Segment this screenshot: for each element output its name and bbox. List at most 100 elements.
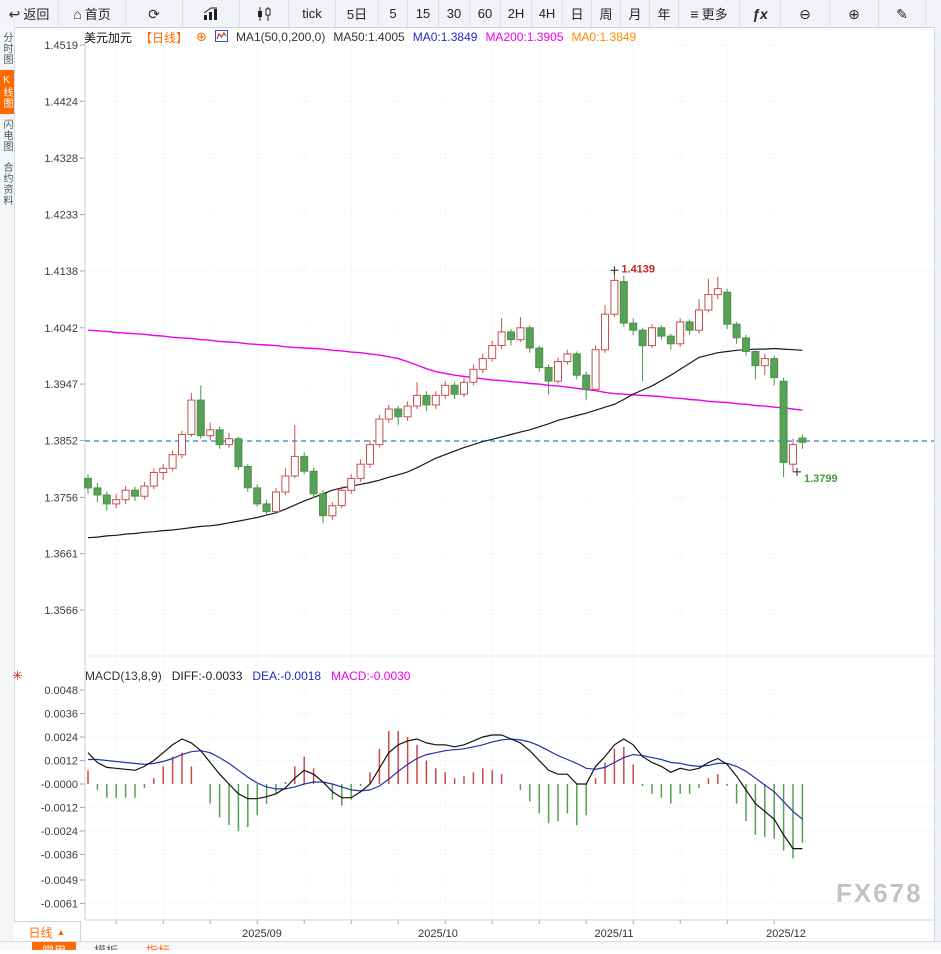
toolbar-button-year[interactable]: 年 — [650, 0, 679, 27]
sidebar-item-0[interactable]: 分时图 — [1, 32, 12, 65]
macd-macd-value: MACD:-0.0030 — [331, 669, 411, 683]
chart-canvas[interactable]: 1.4519 1.4424 1.4328 1.4233 1.4138 1.4042 1.39… — [0, 27, 941, 949]
ma0-blue-value: MA0:1.3849 — [412, 30, 478, 44]
ma50-value: MA50:1.4005 — [333, 30, 405, 44]
bottom-tab-1[interactable]: 模板 — [84, 942, 128, 950]
toolbar-button-h2[interactable]: 2H — [501, 0, 532, 27]
toolbar-button-zoom-in[interactable]: ⊕ — [830, 0, 879, 27]
toolbar-button-bar-chart-type[interactable] — [183, 0, 240, 27]
toolbar-button-label: 月 — [628, 7, 642, 22]
toolbar-button-back[interactable]: ↩ 返回 — [0, 0, 59, 27]
macd-header: MACD(13,8,9) DIFF:-0.0033 DEA:-0.0018 MA… — [85, 669, 410, 683]
svg-text:-0.0024: -0.0024 — [41, 826, 78, 838]
back-arrow-icon: ↩ — [8, 5, 21, 22]
toolbar-button-shapes[interactable]: △ — [926, 0, 941, 27]
svg-text:1.3661: 1.3661 — [44, 549, 78, 561]
chart-type-sidebar: 分时图 K线图闪电图合约资料 — [0, 27, 15, 941]
svg-text:-0.0061: -0.0061 — [41, 899, 78, 911]
toolbar-button-5d[interactable]: 5日 — [336, 0, 379, 27]
toolbar-button-month[interactable]: 月 — [621, 0, 650, 27]
x-axis-label: 2025/11 — [595, 928, 634, 940]
toolbar-button-h4[interactable]: 4H — [532, 0, 563, 27]
x-axis-label: 2025/12 — [766, 928, 806, 940]
macd-diff-line — [87, 734, 803, 850]
chevron-up-icon: ▲ — [56, 927, 66, 937]
bar-chart-icon — [203, 7, 217, 20]
chart-header: 美元加元 【日线】 ⊕ MA1(50,0,200,0) MA50:1.4005 M… — [84, 29, 636, 45]
high-annotation: 1.4139 — [610, 263, 655, 275]
toolbar-button-m15[interactable]: 15 — [408, 0, 439, 27]
toolbar-button-day[interactable]: 日 — [563, 0, 592, 27]
bottom-tab-bar: 常用模板指标 — [0, 941, 941, 950]
svg-text:0.0048: 0.0048 — [44, 685, 78, 697]
right-scrollbar[interactable] — [934, 27, 941, 941]
svg-text:1.4424: 1.4424 — [44, 96, 78, 108]
ma200-value: MA200:1.3905 — [485, 30, 564, 44]
macd-dea-value: DEA:-0.0018 — [252, 669, 322, 683]
low-annotation: 1.3799 — [793, 467, 838, 485]
svg-text:0.0036: 0.0036 — [44, 709, 78, 721]
svg-text:0.0024: 0.0024 — [44, 732, 78, 744]
svg-text:1.4138: 1.4138 — [44, 266, 78, 278]
period-selector[interactable]: 日线 ▲ — [14, 921, 81, 943]
ma50-line — [87, 347, 803, 539]
macd-params: MACD(13,8,9) — [85, 669, 162, 683]
toolbar-button-week[interactable]: 周 — [592, 0, 621, 27]
toolbar-button-m5[interactable]: 5 — [379, 0, 408, 27]
toolbar-button-m30[interactable]: 30 — [439, 0, 470, 27]
refresh-icon: ⟳ — [148, 5, 160, 22]
sidebar-item-1[interactable]: K线图 — [0, 70, 14, 114]
menu-icon: ≡ — [690, 5, 699, 22]
x-axis-label: 2025/09 — [242, 928, 282, 940]
toolbar-button-zoom-out[interactable]: ⊖ — [781, 0, 830, 27]
toolbar-button-label: 4H — [538, 6, 556, 21]
toolbar-button-label: 首页 — [84, 7, 111, 22]
toolbar-button-m60[interactable]: 60 — [470, 0, 501, 27]
macd-dea-line — [88, 738, 803, 820]
toolbar-button-fx[interactable]: ƒx — [740, 0, 781, 27]
ma-indicator-icon — [214, 29, 228, 45]
toolbar-button-label: 2H — [507, 6, 525, 21]
svg-text:1.4042: 1.4042 — [44, 323, 78, 335]
toolbar-button-label: 返回 — [23, 7, 50, 22]
macd-histogram — [87, 731, 804, 859]
add-compare-icon[interactable]: ⊕ — [196, 29, 207, 44]
sidebar-item-3[interactable]: 合约资料 — [1, 162, 12, 206]
toolbar-button-label: 更多 — [701, 7, 728, 22]
svg-text:-0.0036: -0.0036 — [41, 850, 78, 862]
toolbar-button-candle-chart-type[interactable] — [240, 0, 289, 27]
svg-text:1.4519: 1.4519 — [44, 40, 78, 52]
period-label: 【日线】 — [140, 30, 189, 45]
ma200-line — [87, 329, 803, 411]
svg-text:1.3852: 1.3852 — [44, 435, 78, 447]
toolbar-button-home[interactable]: ⌂ 首页 — [59, 0, 126, 27]
svg-text:1.3947: 1.3947 — [44, 379, 78, 391]
toolbar-button-label: 5日 — [346, 7, 368, 22]
toolbar-button-refresh[interactable]: ⟳ — [126, 0, 183, 27]
toolbar-button-draw[interactable]: ✎ — [879, 0, 926, 27]
pencil-icon: ✎ — [896, 5, 908, 22]
home-icon: ⌂ — [73, 5, 82, 22]
fx-functions-icon: ƒx — [752, 5, 768, 22]
macd-diff-value: DIFF:-0.0033 — [171, 669, 243, 683]
macd-settings-icon[interactable]: ✳ — [12, 668, 23, 683]
svg-text:-0.0049: -0.0049 — [41, 875, 78, 887]
watermark: FX678 — [836, 878, 923, 908]
toolbar-button-more[interactable]: ≡ 更多 — [679, 0, 740, 27]
toolbar-button-label: 年 — [657, 7, 671, 22]
bottom-tab-0[interactable]: 常用 — [32, 942, 77, 950]
zoom-out-icon: ⊖ — [799, 5, 811, 22]
sidebar-item-2[interactable]: 闪电图 — [1, 119, 12, 152]
candles-group — [84, 270, 807, 524]
svg-text:-0.0000: -0.0000 — [41, 779, 78, 791]
toolbar-button-label: 30 — [446, 6, 462, 21]
zoom-in-icon: ⊕ — [848, 5, 860, 22]
toolbar-button-label: 15 — [415, 6, 431, 21]
toolbar-button-tick[interactable]: tick — [289, 0, 336, 27]
bottom-tab-2[interactable]: 指标 — [136, 942, 180, 950]
svg-text:1.3756: 1.3756 — [44, 492, 78, 504]
svg-text:1.4328: 1.4328 — [44, 153, 78, 165]
svg-text:1.4139: 1.4139 — [621, 263, 655, 275]
toolbar-button-label: 周 — [599, 7, 613, 22]
period-selector-label: 日线 — [28, 925, 53, 940]
